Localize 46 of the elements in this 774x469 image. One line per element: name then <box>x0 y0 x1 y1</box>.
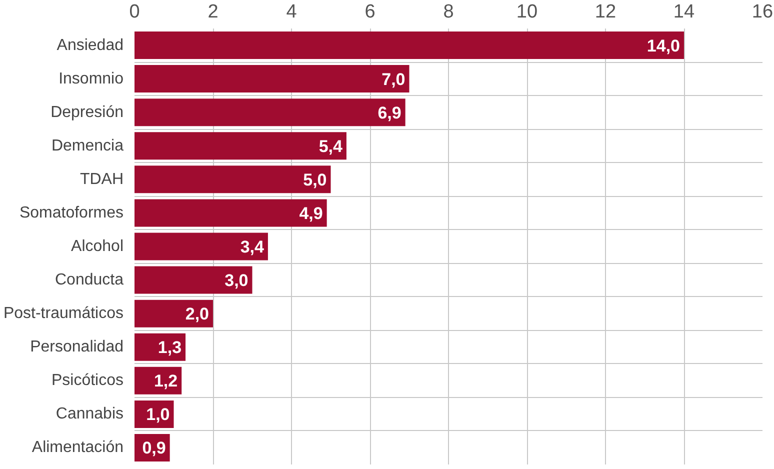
data-label: 5,0 <box>303 170 327 190</box>
bar <box>134 266 252 294</box>
y-tick-label: Alcohol <box>71 238 124 255</box>
x-tick-label: 8 <box>443 2 454 22</box>
y-tick-label: TDAH <box>80 170 124 188</box>
y-tick-label: Psicóticos <box>51 372 124 390</box>
y-tick-label: Depresión <box>50 104 124 121</box>
data-label: 2,0 <box>185 304 210 324</box>
y-tick-label: Personalidad <box>30 338 124 356</box>
data-label: 1,3 <box>158 338 182 358</box>
x-tick-label: 16 <box>752 2 774 22</box>
x-tick-label: 12 <box>594 2 616 22</box>
bar <box>134 65 410 93</box>
x-tick-label: 10 <box>516 2 538 22</box>
data-label: 1,0 <box>146 405 170 424</box>
bar <box>134 300 213 328</box>
data-label: 3,4 <box>240 238 264 256</box>
y-tick-label: Insomnio <box>58 70 124 88</box>
bar <box>134 98 406 126</box>
y-tick-label: Somatoformes <box>19 204 124 222</box>
data-label: 6,9 <box>378 103 402 122</box>
data-label: 0,9 <box>142 438 166 458</box>
y-tick-label: Alimentación <box>32 439 124 456</box>
data-label: 7,0 <box>382 70 406 89</box>
x-tick-label: 0 <box>129 2 140 22</box>
x-tick-label: 14 <box>673 2 695 22</box>
bar <box>134 232 268 260</box>
y-tick-label: Ansiedad <box>56 36 124 54</box>
bar <box>134 132 346 160</box>
y-tick-label: Post-traumáticos <box>3 305 124 322</box>
data-label: 1,2 <box>154 372 178 391</box>
bar <box>134 32 684 60</box>
y-tick-label: Cannabis <box>56 406 124 423</box>
data-label: 5,4 <box>318 136 343 156</box>
bar <box>134 366 182 394</box>
data-label: 14,0 <box>646 36 680 56</box>
bar <box>134 199 327 227</box>
bar <box>134 166 331 194</box>
y-tick-label: Demencia <box>51 137 124 154</box>
data-label: 3,0 <box>224 271 248 290</box>
x-tick-label: 2 <box>208 2 218 22</box>
bar <box>134 333 186 361</box>
x-tick-label: 4 <box>286 2 298 22</box>
x-tick-label: 6 <box>364 2 376 22</box>
data-label: 4,9 <box>299 204 323 223</box>
y-tick-label: Conducta <box>55 272 124 289</box>
